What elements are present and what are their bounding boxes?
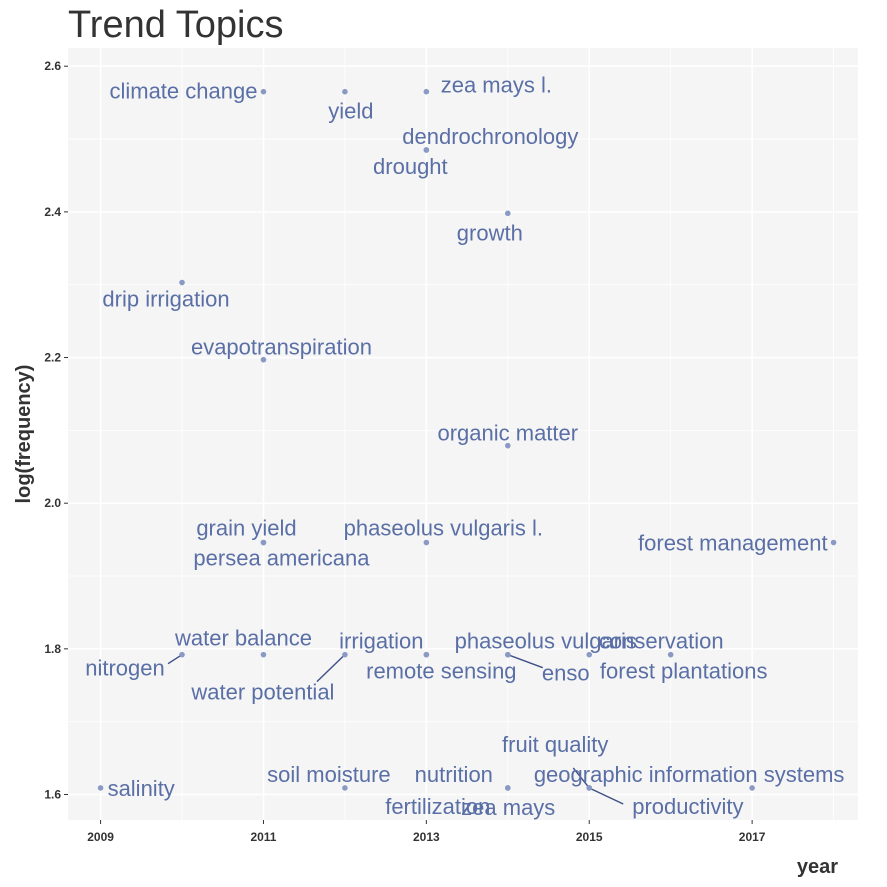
point-forest-management [830, 539, 837, 546]
point-forest-plantations [667, 651, 674, 658]
label-organic-matter: organic matter [437, 421, 578, 446]
x-tick-label: 2017 [739, 830, 766, 844]
label-fruit-quality: fruit quality [502, 732, 608, 757]
point-water-balance [260, 651, 267, 658]
label-water-potential: water potential [190, 680, 334, 705]
point-salinity [97, 785, 104, 791]
y-tick-label: 2.6 [44, 59, 61, 73]
label-nitrogen: nitrogen [85, 656, 165, 681]
point-geographic-information-systems [749, 785, 755, 791]
label-phaseolus-vulgaris-l: phaseolus vulgaris l. [344, 516, 543, 541]
label-persea-americana: persea americana [193, 546, 370, 571]
label-zea-mays: zea mays [461, 795, 555, 820]
label-productivity: productivity [632, 794, 743, 819]
label-remote-sensing: remote sensing [366, 659, 516, 684]
x-tick-label: 2009 [87, 830, 114, 844]
point-soil-moisture [342, 785, 348, 791]
label-evapotranspiration: evapotranspiration [191, 335, 372, 360]
connector-productivity [588, 787, 624, 805]
y-axis-label: log(frequency) [13, 365, 35, 504]
point-organic-matter [504, 442, 511, 449]
x-tick-label: 2013 [413, 830, 440, 844]
point-climate-change [260, 88, 267, 95]
label-soil-moisture: soil moisture [267, 762, 390, 787]
x-axis-ticks: 2009 2011 2013 2015 2017 [87, 820, 766, 844]
point-water-potential [342, 651, 348, 658]
plot-panel [68, 48, 858, 820]
grid-lines [68, 48, 858, 820]
label-climate-change: climate change [109, 79, 257, 104]
x-tick-label: 2011 [250, 830, 276, 844]
point-zea-mays-l [423, 88, 430, 95]
y-tick-label: 2.2 [44, 351, 61, 365]
y-tick-label: 1.6 [44, 788, 61, 802]
chart-title: Trend Topics [68, 4, 284, 46]
connector-enso [507, 654, 544, 669]
point-drought [423, 147, 430, 153]
label-irrigation: irrigation [339, 629, 423, 654]
label-dendrochronology: dendrochronology [402, 124, 578, 149]
y-tick-label: 2.4 [44, 205, 61, 219]
point-productivity [586, 785, 593, 791]
point-remote-sensing [423, 651, 430, 658]
x-tick-label: 2015 [576, 830, 603, 844]
label-drip-irrigation: drip irrigation [102, 287, 229, 312]
label-salinity: salinity [108, 776, 175, 801]
label-grain-yield: grain yield [196, 516, 296, 541]
label-nutrition: nutrition [415, 762, 493, 787]
label-zea-mays-l: zea mays l. [441, 73, 552, 98]
point-labels: climate change yield zea mays l. dendrochro… [85, 73, 844, 820]
label-drought: drought [373, 154, 448, 179]
label-forest-management: forest management [638, 531, 828, 556]
point-yield [342, 88, 348, 95]
y-tick-label: 1.8 [44, 642, 61, 656]
data-points [97, 88, 837, 791]
label-growth: growth [457, 220, 523, 245]
point-growth [504, 210, 511, 217]
connector-water-potential [316, 654, 346, 683]
x-axis-label: year [797, 856, 838, 878]
point-evapotranspiration [260, 356, 267, 363]
connector-fruit-quality [572, 767, 590, 789]
label-conservation: conservation [599, 629, 724, 654]
label-yield: yield [328, 99, 373, 124]
label-enso: enso [542, 661, 590, 686]
label-fertilization: fertilization [385, 794, 490, 819]
point-nitrogen [179, 651, 185, 658]
label-geographic-information-systems: geographic information systems [534, 762, 845, 787]
point-fertilization [504, 785, 511, 791]
label-forest-plantations: forest plantations [600, 659, 768, 684]
point-phaseolus-vulgaris-l [423, 539, 430, 546]
point-conservation [586, 651, 593, 658]
point-enso [504, 651, 511, 658]
label-water-balance: water balance [174, 626, 312, 651]
point-drip-irrigation [179, 279, 185, 286]
y-tick-label: 2.0 [44, 496, 61, 510]
point-persea-americana [260, 539, 267, 546]
y-axis-ticks: 1.6 1.8 2.0 2.2 2.4 2.6 [44, 59, 68, 802]
label-phaseolus-vulgaris: phaseolus vulgaris [455, 629, 637, 654]
